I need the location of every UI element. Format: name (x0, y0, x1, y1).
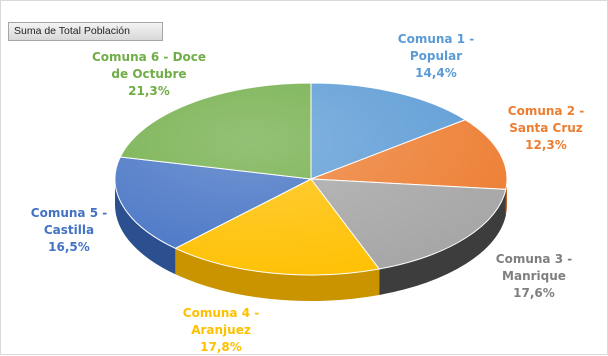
slice-label-comuna-6: Comuna 6 - Doce de Octubre 21,3% (91, 50, 207, 98)
slice-side-4 (175, 248, 380, 301)
pivot-field-button[interactable]: Suma de Total Población (8, 22, 163, 41)
pie-slices (114, 82, 508, 276)
slice-side-5 (115, 179, 176, 275)
pie-sheen (115, 83, 507, 275)
slice-label-comuna-3: Comuna 3 - Manrique 17,6% (495, 252, 573, 300)
slice-label-comuna-1: Comuna 1 - Popular 14,4% (397, 32, 475, 80)
slice-label-comuna-5: Comuna 5 - Castilla 16,5% (30, 206, 108, 254)
slice-label-comuna-4: Comuna 4 - Aranjuez 17,8% (182, 306, 260, 354)
slice-label-comuna-2: Comuna 2 - Santa Cruz 12,3% (507, 104, 585, 152)
slice-side-3 (379, 189, 506, 296)
